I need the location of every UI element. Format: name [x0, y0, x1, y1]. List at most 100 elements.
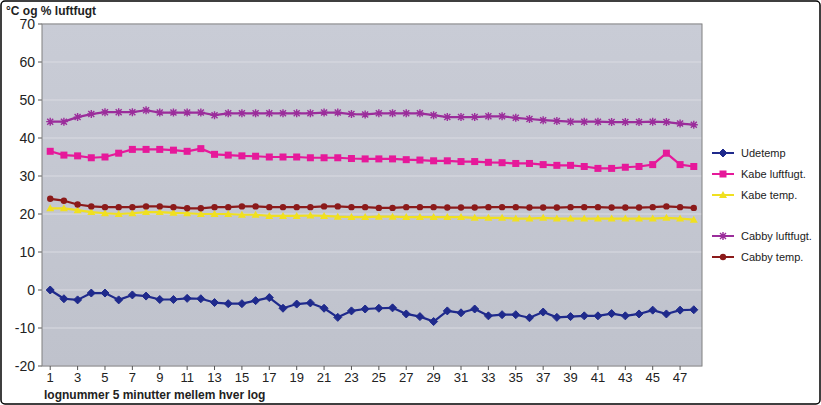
- marker: [156, 146, 163, 153]
- legend-label: Udetemp: [741, 147, 786, 159]
- marker: [471, 305, 479, 313]
- marker: [526, 204, 532, 210]
- marker: [101, 108, 109, 116]
- marker: [567, 204, 573, 210]
- marker: [635, 215, 643, 222]
- marker: [539, 308, 547, 316]
- marker: [47, 196, 53, 202]
- marker: [128, 108, 136, 116]
- x-tick-label: 25: [372, 370, 386, 385]
- marker: [580, 215, 588, 222]
- marker: [691, 205, 697, 211]
- marker: [348, 155, 355, 162]
- marker: [443, 307, 451, 315]
- legend-marker: [719, 149, 727, 157]
- marker: [321, 154, 328, 161]
- x-tick-label: 9: [156, 370, 163, 385]
- marker: [279, 109, 287, 117]
- marker: [238, 109, 246, 117]
- x-tick-label: 21: [317, 370, 331, 385]
- marker: [170, 147, 177, 154]
- marker: [184, 205, 190, 211]
- x-tick-label: 5: [101, 370, 108, 385]
- marker: [677, 204, 683, 210]
- marker: [512, 114, 520, 122]
- marker: [47, 148, 54, 155]
- grid-line: [42, 328, 702, 329]
- marker: [375, 213, 383, 220]
- marker: [74, 113, 82, 121]
- marker: [471, 113, 479, 121]
- marker: [430, 318, 438, 326]
- marker: [375, 155, 382, 162]
- y-tick: [38, 24, 42, 25]
- marker: [485, 204, 491, 210]
- marker: [266, 154, 273, 161]
- marker: [567, 313, 575, 321]
- y-tick: [38, 252, 42, 253]
- marker: [279, 154, 286, 161]
- marker: [690, 306, 698, 314]
- y-tick-label: 20: [19, 206, 35, 222]
- marker: [553, 215, 561, 222]
- marker: [498, 311, 506, 319]
- marker: [676, 215, 684, 222]
- marker: [60, 152, 67, 159]
- marker: [293, 154, 300, 161]
- y-tick: [38, 214, 42, 215]
- marker: [279, 304, 287, 312]
- marker: [347, 307, 355, 315]
- marker: [526, 160, 533, 167]
- y-tick-label: 0: [27, 282, 35, 298]
- marker: [238, 300, 246, 308]
- marker: [157, 203, 163, 209]
- legend-label: Kabe temp.: [741, 189, 797, 201]
- marker: [553, 313, 561, 321]
- marker: [484, 214, 492, 221]
- marker: [334, 313, 342, 321]
- marker: [595, 204, 601, 210]
- marker: [525, 314, 533, 322]
- marker: [361, 305, 369, 313]
- marker: [376, 205, 382, 211]
- marker: [553, 117, 561, 125]
- legend-marker: [719, 232, 727, 240]
- marker: [46, 118, 54, 126]
- marker: [169, 296, 177, 304]
- marker: [170, 204, 176, 210]
- marker: [211, 111, 219, 119]
- marker: [224, 210, 232, 217]
- x-tick-label: 7: [129, 370, 136, 385]
- marker: [621, 118, 629, 126]
- marker: [416, 109, 424, 117]
- x-tick-label: 17: [262, 370, 276, 385]
- marker: [608, 165, 615, 172]
- marker: [348, 204, 354, 210]
- y-tick-label: -10: [15, 320, 35, 336]
- series-line: [50, 290, 694, 322]
- marker: [513, 204, 519, 210]
- y-tick-label: 60: [19, 54, 35, 70]
- marker: [608, 215, 616, 222]
- y-tick: [38, 290, 42, 291]
- marker: [525, 215, 533, 222]
- marker: [252, 297, 260, 305]
- marker: [663, 203, 669, 209]
- x-tick-label: 11: [180, 370, 194, 385]
- marker: [306, 109, 314, 117]
- marker: [389, 109, 397, 117]
- marker: [197, 145, 204, 152]
- marker: [293, 109, 301, 117]
- marker: [539, 214, 547, 221]
- marker: [184, 148, 191, 155]
- marker: [512, 215, 520, 222]
- marker: [457, 309, 465, 317]
- legend-label: Cabby luftfugt.: [741, 230, 812, 242]
- x-tick-label: 3: [74, 370, 81, 385]
- marker: [594, 165, 601, 172]
- marker: [61, 198, 67, 204]
- marker: [389, 304, 397, 312]
- marker: [676, 120, 684, 128]
- marker: [307, 154, 314, 161]
- marker: [580, 118, 588, 126]
